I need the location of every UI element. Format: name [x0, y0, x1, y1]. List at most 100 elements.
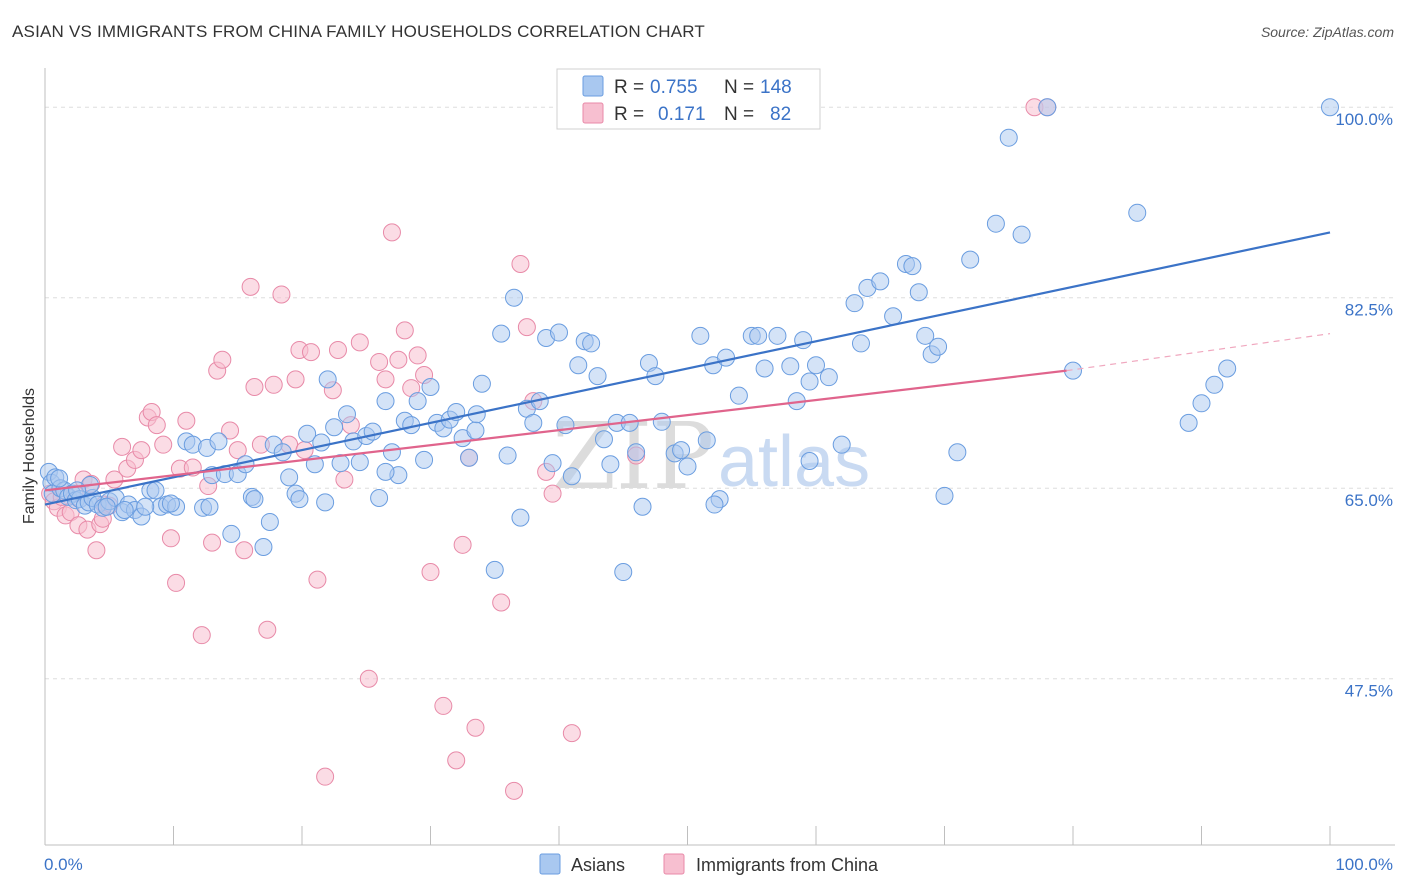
asians-point: [807, 356, 825, 375]
china-point: [328, 340, 347, 359]
asians-point: [325, 418, 344, 437]
asians-point: [472, 374, 491, 393]
asians-point: [498, 446, 517, 465]
asians-point: [260, 512, 279, 531]
asians-point: [337, 405, 356, 424]
china-point: [492, 593, 511, 612]
china-point: [389, 350, 408, 369]
grid-lines: [45, 106, 1395, 680]
china-point: [228, 441, 247, 460]
asians-point: [916, 326, 935, 345]
asians-point: [1012, 225, 1031, 244]
bottom-legend-label-china: Immigrants from China: [696, 855, 879, 875]
asians-point: [884, 307, 903, 326]
asians-point: [200, 497, 219, 516]
china-point: [245, 377, 264, 396]
china-point: [517, 318, 536, 337]
china-point: [192, 626, 211, 645]
y-axis-title: Family Households: [21, 388, 38, 524]
bottom-legend-swatch-china: [663, 853, 685, 875]
china-point: [395, 321, 414, 340]
china-point: [235, 541, 254, 560]
china-point: [272, 285, 291, 304]
bottom-legend: Asians Immigrants from China: [539, 853, 879, 875]
asians-point: [290, 490, 309, 509]
asians-point: [697, 431, 716, 450]
asians-point: [691, 326, 710, 345]
asians-point: [136, 497, 155, 516]
y-tick-label: 65.0%: [1345, 491, 1393, 510]
asians-point: [851, 334, 870, 353]
asians-point: [749, 326, 768, 345]
china-point: [376, 370, 395, 389]
china-point: [177, 411, 196, 430]
watermark-atlas: atlas: [718, 422, 870, 502]
china-point: [87, 541, 106, 560]
china-point: [453, 535, 472, 554]
asians-point: [421, 377, 440, 396]
china-point: [264, 375, 283, 394]
asians-point: [652, 412, 671, 431]
asians-point: [460, 448, 479, 467]
asians-point: [717, 348, 736, 367]
asians-point: [115, 500, 134, 519]
asians-point: [845, 294, 864, 313]
asians-point: [318, 370, 337, 389]
china-point: [161, 529, 180, 548]
asians-point: [800, 372, 819, 391]
axes: [44, 68, 1395, 846]
asians-point: [97, 497, 116, 516]
asians-point: [1128, 203, 1147, 222]
legend-n-value-china: 82: [770, 104, 791, 125]
x-tick-label: 0.0%: [44, 855, 83, 874]
y-tick-label: 100.0%: [1335, 110, 1393, 129]
legend-swatch-china: [582, 102, 604, 124]
legend-swatch-asians: [582, 75, 604, 97]
china-point: [308, 570, 327, 589]
asians-point: [929, 337, 948, 356]
asians-point: [466, 421, 485, 440]
asians-point: [408, 392, 427, 411]
china-point: [316, 767, 335, 786]
series-asians-points: [39, 98, 1339, 582]
legend-r-label-asians: R =: [614, 77, 644, 98]
china-point: [286, 370, 305, 389]
tick-labels: 47.5% 65.0% 82.5% 100.0% 0.0% 100.0%: [44, 110, 1393, 874]
bottom-legend-swatch-asians: [539, 853, 561, 875]
china-point: [221, 421, 240, 440]
asians-trend-line: [44, 231, 1331, 506]
asians-point: [729, 386, 748, 405]
asians-point: [999, 128, 1018, 147]
asians-point: [511, 508, 530, 527]
china-point: [421, 563, 440, 582]
china-point: [562, 724, 581, 743]
bottom-legend-label-asians: Asians: [571, 855, 625, 875]
asians-point: [819, 368, 838, 387]
china-point: [370, 352, 389, 371]
top-legend: R = 0.755 N = 148 R = 0.171 N = 82: [556, 68, 821, 130]
asians-point: [562, 467, 581, 486]
asians-point: [376, 392, 395, 411]
asians-point: [705, 495, 724, 514]
china-point: [167, 573, 186, 592]
china-point: [241, 277, 260, 296]
legend-r-value-asians: 0.755: [650, 77, 698, 98]
asians-point: [633, 497, 652, 516]
asians-point: [935, 486, 954, 505]
china-point: [132, 441, 151, 460]
asians-point: [209, 432, 228, 451]
asians-point: [601, 455, 620, 474]
x-tick-label: 100.0%: [1335, 855, 1393, 874]
asians-point: [363, 422, 382, 441]
asians-point: [1321, 98, 1339, 117]
asians-point: [1192, 394, 1211, 413]
china-point: [408, 346, 427, 365]
asians-point: [492, 324, 511, 343]
asians-point: [298, 424, 317, 443]
asians-point: [569, 356, 588, 375]
asians-point: [755, 359, 774, 378]
asians-point: [50, 469, 69, 488]
asians-point: [312, 433, 331, 452]
asians-point: [245, 490, 264, 509]
